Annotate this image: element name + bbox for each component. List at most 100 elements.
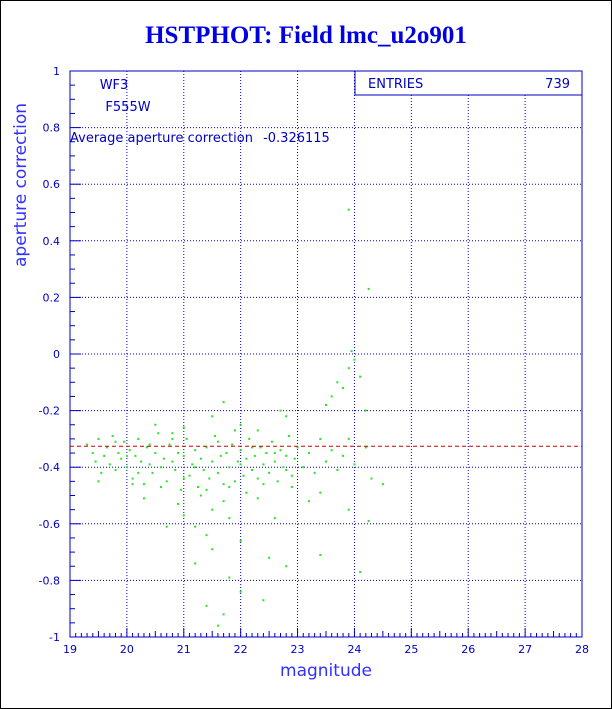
data-point <box>245 491 248 494</box>
data-point <box>202 469 205 472</box>
stats-box-frame <box>354 70 583 96</box>
data-point <box>262 463 265 466</box>
data-point <box>350 350 353 353</box>
data-point <box>123 440 126 443</box>
x-tick-label: 28 <box>575 643 589 656</box>
data-point <box>177 502 180 505</box>
data-point <box>211 508 214 511</box>
data-point <box>171 437 174 440</box>
y-axis-title: aperture correction <box>11 103 31 267</box>
data-point <box>259 446 262 449</box>
data-point <box>313 471 316 474</box>
data-point <box>188 474 191 477</box>
data-point <box>288 435 291 438</box>
data-point <box>239 449 242 452</box>
x-tick-label: 22 <box>234 643 248 656</box>
data-point <box>233 429 236 432</box>
x-axis-title: magnitude <box>280 661 372 681</box>
data-point <box>125 454 128 457</box>
data-point <box>179 488 182 491</box>
data-point <box>256 497 259 500</box>
x-tick-label: 25 <box>404 643 418 656</box>
data-point <box>307 452 310 455</box>
data-point <box>285 415 288 418</box>
data-point <box>219 454 222 457</box>
data-point <box>233 480 236 483</box>
data-point <box>114 469 117 472</box>
data-point <box>330 449 333 452</box>
data-point <box>367 519 370 522</box>
data-point <box>108 463 111 466</box>
data-point <box>182 514 185 517</box>
filter-label: F555W <box>105 100 150 115</box>
data-point <box>165 525 168 528</box>
data-point <box>194 466 197 469</box>
data-points <box>86 208 384 627</box>
data-point <box>111 435 114 438</box>
average-annotation: Average aperture correction -0.326115 <box>70 131 330 146</box>
data-point <box>265 452 268 455</box>
data-point <box>86 443 89 446</box>
data-point <box>120 457 123 460</box>
data-point <box>205 604 208 607</box>
y-tick-label: -1 <box>49 631 60 644</box>
data-point <box>347 437 350 440</box>
data-point <box>370 477 373 480</box>
data-point <box>256 429 259 432</box>
data-point <box>222 613 225 616</box>
data-point <box>296 446 299 449</box>
data-point <box>94 460 97 463</box>
average-annotation-label: Average aperture correction <box>70 131 253 146</box>
data-point <box>302 466 305 469</box>
data-point <box>171 432 174 435</box>
data-point <box>148 463 151 466</box>
data-point <box>353 358 356 361</box>
data-point <box>248 437 251 440</box>
data-point <box>97 480 100 483</box>
stats-box: ENTRIES 739 <box>354 70 583 96</box>
data-point <box>208 477 211 480</box>
data-point <box>165 480 168 483</box>
data-point <box>276 480 279 483</box>
data-point <box>174 469 177 472</box>
data-point <box>100 471 103 474</box>
data-point <box>228 517 231 520</box>
data-point <box>191 463 194 466</box>
data-point <box>162 457 165 460</box>
data-point <box>236 460 239 463</box>
data-point <box>137 437 140 440</box>
data-point <box>157 432 160 435</box>
data-point <box>364 409 367 412</box>
data-point <box>239 423 242 426</box>
data-point <box>273 452 276 455</box>
data-point <box>168 443 171 446</box>
data-point <box>319 553 322 556</box>
x-tick-label: 21 <box>177 643 191 656</box>
data-point <box>214 435 217 438</box>
data-point <box>222 500 225 503</box>
data-point <box>97 437 100 440</box>
data-point <box>222 401 225 404</box>
data-point <box>228 576 231 579</box>
data-point <box>205 446 208 449</box>
data-point <box>319 491 322 494</box>
data-point <box>137 471 140 474</box>
data-point <box>353 463 356 466</box>
data-point <box>131 483 134 486</box>
y-tick-label: 0.6 <box>43 178 61 191</box>
x-tick-label: 26 <box>461 643 475 656</box>
y-tick-label: -0.2 <box>39 405 60 418</box>
data-point <box>319 437 322 440</box>
data-point <box>142 497 145 500</box>
data-point <box>197 486 199 489</box>
data-point <box>182 426 185 429</box>
y-tick-label: -0.4 <box>39 461 60 474</box>
data-point <box>182 477 185 480</box>
data-point <box>239 590 242 593</box>
data-point <box>342 386 345 389</box>
data-point <box>103 454 106 457</box>
x-tick-label: 27 <box>518 643 532 656</box>
x-tick-label: 19 <box>63 643 77 656</box>
data-point <box>216 440 219 443</box>
